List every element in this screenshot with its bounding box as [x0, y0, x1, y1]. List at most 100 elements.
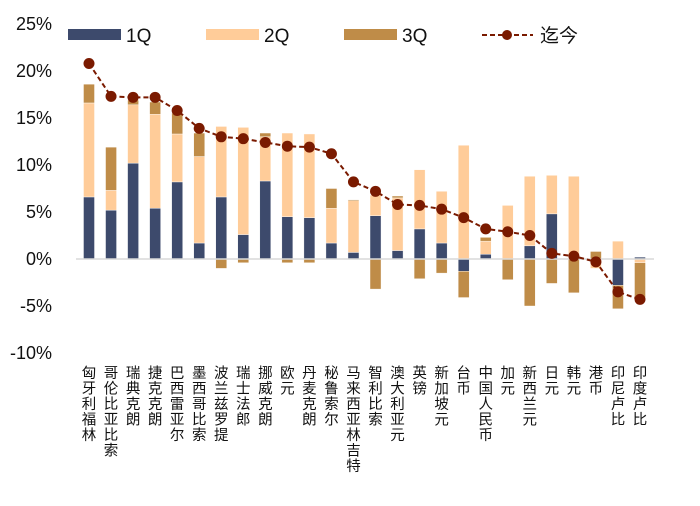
- svg-text:挪威克朗: 挪威克朗: [258, 365, 273, 429]
- bar-3q-6: [215, 258, 227, 269]
- legend-swatch: [344, 29, 397, 40]
- bar-1q-2: [127, 162, 139, 260]
- x-tick-label: 港币: [589, 365, 604, 398]
- bar-3q-21: [546, 258, 558, 284]
- bar-2q-1: [105, 190, 117, 211]
- ytd-point-11: [325, 148, 337, 160]
- ytd-point-21: [546, 247, 558, 259]
- bar-2q-12: [347, 200, 360, 253]
- svg-text:匈牙利福林: 匈牙利福林: [82, 365, 97, 444]
- bar-1q-1: [105, 209, 117, 260]
- bar-2q-3: [149, 114, 161, 209]
- bar-2q-21: [546, 175, 558, 215]
- ytd-point-7: [237, 133, 249, 145]
- bar-3q-16: [435, 258, 448, 274]
- bar-2q-7: [237, 127, 249, 235]
- svg-text:中国人民币: 中国人民币: [478, 365, 493, 444]
- svg-text:丹麦克朗: 丹麦克朗: [302, 366, 317, 429]
- bar-1q-24: [612, 258, 624, 286]
- legend-item-ytd: 迄今: [482, 25, 578, 47]
- bar-1q-3: [149, 208, 161, 260]
- x-tick-label: 澳大利亚元: [390, 365, 405, 444]
- y-tick-label: 0%: [26, 249, 52, 269]
- ytd-point-23: [590, 256, 602, 268]
- bar-1q-20: [524, 245, 536, 260]
- x-tick-label: 加元: [501, 365, 516, 398]
- svg-text:瑞典克朗: 瑞典克朗: [126, 365, 141, 429]
- y-tick-label: 20%: [16, 61, 52, 81]
- x-tick-label: 印度卢比: [633, 365, 648, 429]
- ytd-point-9: [281, 140, 293, 152]
- svg-text:瑞士法郎: 瑞士法郎: [236, 365, 251, 429]
- legend-swatch: [206, 29, 259, 40]
- bar-3q-15: [413, 258, 426, 279]
- svg-text:墨西哥比索: 墨西哥比索: [192, 366, 207, 444]
- bar-2q-0: [83, 102, 95, 198]
- bar-3q-18: [480, 237, 492, 242]
- svg-text:日元: 日元: [545, 366, 560, 398]
- x-tick-label: 英镑: [412, 364, 427, 398]
- ytd-line-series: [83, 57, 646, 305]
- svg-text:港币: 港币: [589, 365, 604, 398]
- svg-text:新加坡元: 新加坡元: [434, 365, 449, 429]
- ytd-point-6: [215, 131, 227, 143]
- legend-item-3q: 3Q: [344, 26, 427, 47]
- svg-text:加元: 加元: [501, 365, 516, 398]
- y-tick-label: 15%: [16, 108, 52, 128]
- bar-2q-2: [127, 104, 139, 164]
- legend-marker: [502, 30, 512, 40]
- ytd-point-25: [634, 293, 646, 305]
- ytd-point-0: [83, 57, 95, 69]
- bar-1q-16: [435, 242, 448, 260]
- bar-1q-11: [325, 242, 338, 260]
- legend: 1Q 2Q 3Q 迄今: [68, 25, 578, 47]
- bar-3q-0: [83, 83, 95, 104]
- x-tick-label: 印尼卢比: [611, 365, 626, 429]
- bar-3q-19: [502, 258, 514, 280]
- svg-text:韩元: 韩元: [567, 365, 582, 398]
- svg-text:印度卢比: 印度卢比: [633, 365, 648, 429]
- ytd-point-2: [127, 91, 139, 103]
- ytd-point-1: [105, 90, 117, 102]
- x-tick-label: 智利比索: [368, 365, 383, 429]
- svg-text:澳大利亚元: 澳大利亚元: [390, 365, 405, 444]
- svg-text:马来西亚林吉特: 马来西亚林吉特: [346, 365, 361, 475]
- bar-3q-4: [171, 113, 183, 135]
- legend-swatch: [68, 29, 121, 40]
- y-tick-label: 10%: [16, 155, 52, 175]
- bar-2q-13: [369, 194, 382, 216]
- bar-2q-4: [171, 133, 183, 183]
- bar-1q-5: [193, 242, 205, 260]
- bar-1q-4: [171, 181, 183, 260]
- bar-3q-14: [391, 195, 404, 199]
- legend-label: 迄今: [540, 25, 578, 47]
- y-axis: -10% -5% 0% 5% 10% 15% 20% 25%: [10, 14, 52, 363]
- bar-2q-18: [480, 240, 492, 255]
- bar-3q-5: [193, 132, 205, 157]
- svg-text:欧元: 欧元: [280, 365, 295, 398]
- ytd-point-12: [347, 176, 359, 188]
- legend-label: 1Q: [126, 26, 151, 47]
- bar-3q-17: [457, 271, 470, 298]
- x-tick-label: 墨西哥比索: [192, 366, 207, 444]
- x-tick-label: 新加坡元: [434, 365, 449, 429]
- bar-1q-0: [83, 196, 95, 260]
- svg-text:哥伦比亚比索: 哥伦比亚比索: [104, 366, 119, 460]
- ytd-point-5: [193, 122, 205, 134]
- bar-1q-15: [413, 228, 426, 260]
- x-tick-label: 秘鲁索尔: [324, 365, 339, 429]
- ytd-point-19: [502, 226, 514, 238]
- bar-3q-25: [634, 262, 646, 298]
- x-tick-label: 台币: [456, 365, 471, 398]
- bar-2q-22: [568, 176, 580, 260]
- bar-2q-9: [281, 132, 294, 217]
- bar-1q-7: [237, 234, 249, 260]
- bar-3q-20: [524, 258, 536, 307]
- x-tick-label: 中国人民币: [478, 365, 493, 444]
- bar-3q-8: [259, 132, 272, 137]
- x-tick-label: 巴西雷亚尔: [170, 366, 185, 444]
- y-tick-label: -10%: [10, 343, 52, 363]
- bar-1q-9: [281, 216, 294, 260]
- ytd-point-17: [458, 212, 470, 224]
